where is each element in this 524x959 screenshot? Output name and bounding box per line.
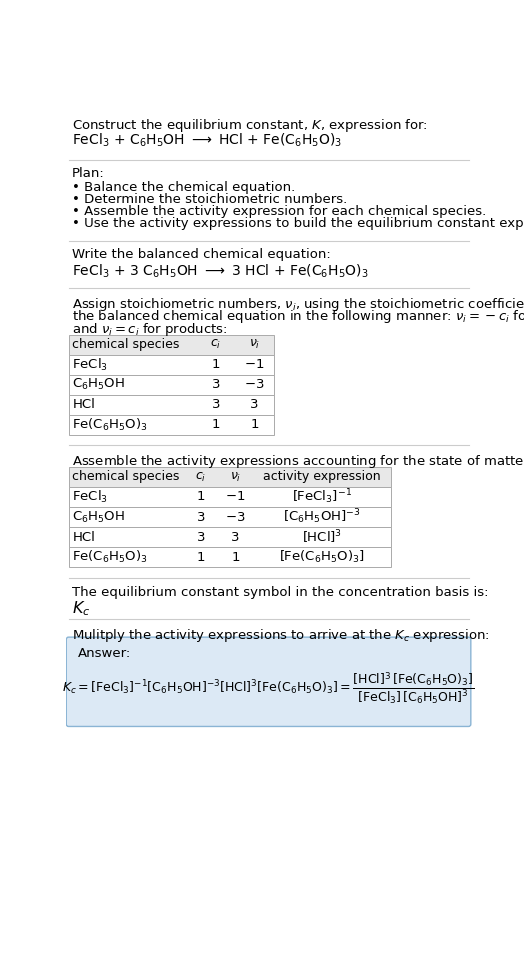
Text: C$_6$H$_5$OH: C$_6$H$_5$OH xyxy=(72,509,125,525)
Bar xyxy=(69,487,391,507)
Text: 1: 1 xyxy=(250,418,259,432)
Text: C$_6$H$_5$OH: C$_6$H$_5$OH xyxy=(72,377,125,392)
Text: Write the balanced chemical equation:: Write the balanced chemical equation: xyxy=(72,248,331,261)
Text: [FeCl$_3$]$^{-1}$: [FeCl$_3$]$^{-1}$ xyxy=(292,487,352,506)
Text: Mulitply the activity expressions to arrive at the $K_c$ expression:: Mulitply the activity expressions to arr… xyxy=(72,627,489,644)
Text: 3: 3 xyxy=(196,510,205,524)
Text: $-3$: $-3$ xyxy=(244,378,265,391)
Text: Plan:: Plan: xyxy=(72,168,104,180)
Text: 1: 1 xyxy=(212,418,220,432)
Bar xyxy=(69,507,391,527)
Text: Construct the equilibrium constant, $K$, expression for:: Construct the equilibrium constant, $K$,… xyxy=(72,117,428,133)
Text: $K_c$: $K_c$ xyxy=(72,599,90,619)
Text: $\nu_i$: $\nu_i$ xyxy=(230,471,241,483)
Text: $K_c = [\mathrm{FeCl_3}]^{-1} [\mathrm{C_6H_5OH}]^{-3} [\mathrm{HCl}]^3 [\mathrm: $K_c = [\mathrm{FeCl_3}]^{-1} [\mathrm{C… xyxy=(62,670,475,706)
Text: chemical species: chemical species xyxy=(72,338,180,351)
Text: $-1$: $-1$ xyxy=(225,490,246,503)
Bar xyxy=(69,394,274,414)
Text: FeCl$_3$: FeCl$_3$ xyxy=(72,489,108,505)
Text: • Use the activity expressions to build the equilibrium constant expression.: • Use the activity expressions to build … xyxy=(72,218,524,230)
Text: Fe(C$_6$H$_5$O)$_3$: Fe(C$_6$H$_5$O)$_3$ xyxy=(72,549,148,565)
Text: FeCl$_3$: FeCl$_3$ xyxy=(72,357,108,373)
Bar xyxy=(69,335,274,355)
Text: Fe(C$_6$H$_5$O)$_3$: Fe(C$_6$H$_5$O)$_3$ xyxy=(72,416,148,433)
Text: Assign stoichiometric numbers, $\nu_i$, using the stoichiometric coefficients, $: Assign stoichiometric numbers, $\nu_i$, … xyxy=(72,296,524,313)
Text: 1: 1 xyxy=(212,358,220,371)
Text: [Fe(C$_6$H$_5$O)$_3$]: [Fe(C$_6$H$_5$O)$_3$] xyxy=(279,549,365,565)
Text: 3: 3 xyxy=(196,530,205,544)
Text: $-1$: $-1$ xyxy=(244,358,265,371)
FancyBboxPatch shape xyxy=(66,637,471,727)
Text: Assemble the activity expressions accounting for the state of matter and $\nu_i$: Assemble the activity expressions accoun… xyxy=(72,453,524,470)
Text: 1: 1 xyxy=(232,550,240,564)
Bar xyxy=(69,355,274,375)
Text: 3: 3 xyxy=(232,530,240,544)
Bar xyxy=(69,547,391,567)
Text: • Determine the stoichiometric numbers.: • Determine the stoichiometric numbers. xyxy=(72,193,347,206)
Text: chemical species: chemical species xyxy=(72,471,180,483)
Bar xyxy=(69,414,274,434)
Text: $-3$: $-3$ xyxy=(225,510,246,524)
Text: The equilibrium constant symbol in the concentration basis is:: The equilibrium constant symbol in the c… xyxy=(72,586,488,598)
Text: 3: 3 xyxy=(212,378,220,391)
Text: 1: 1 xyxy=(196,490,205,503)
Text: HCl: HCl xyxy=(72,398,95,411)
Bar xyxy=(69,467,391,487)
Text: • Balance the chemical equation.: • Balance the chemical equation. xyxy=(72,180,295,194)
Text: $c_i$: $c_i$ xyxy=(210,338,222,351)
Text: $c_i$: $c_i$ xyxy=(195,471,206,483)
Bar xyxy=(69,375,274,394)
Text: 1: 1 xyxy=(196,550,205,564)
Text: FeCl$_3$ + C$_6$H$_5$OH $\longrightarrow$ HCl + Fe(C$_6$H$_5$O)$_3$: FeCl$_3$ + C$_6$H$_5$OH $\longrightarrow… xyxy=(72,132,342,150)
Text: HCl: HCl xyxy=(72,530,95,544)
Text: $\nu_i$: $\nu_i$ xyxy=(249,338,260,351)
Text: the balanced chemical equation in the following manner: $\nu_i = -c_i$ for react: the balanced chemical equation in the fo… xyxy=(72,309,524,325)
Text: activity expression: activity expression xyxy=(263,471,381,483)
Bar xyxy=(69,527,391,547)
Text: • Assemble the activity expression for each chemical species.: • Assemble the activity expression for e… xyxy=(72,205,486,218)
Text: [HCl]$^3$: [HCl]$^3$ xyxy=(302,528,342,546)
Text: and $\nu_i = c_i$ for products:: and $\nu_i = c_i$ for products: xyxy=(72,320,227,338)
Text: 3: 3 xyxy=(212,398,220,411)
Text: [C$_6$H$_5$OH]$^{-3}$: [C$_6$H$_5$OH]$^{-3}$ xyxy=(283,507,361,526)
Text: 3: 3 xyxy=(250,398,259,411)
Text: Answer:: Answer: xyxy=(78,647,131,660)
Text: FeCl$_3$ + 3 C$_6$H$_5$OH $\longrightarrow$ 3 HCl + Fe(C$_6$H$_5$O)$_3$: FeCl$_3$ + 3 C$_6$H$_5$OH $\longrightarr… xyxy=(72,262,368,280)
